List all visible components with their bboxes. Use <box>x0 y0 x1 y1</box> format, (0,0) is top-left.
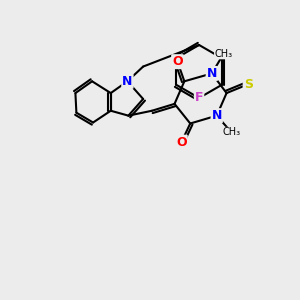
Text: S: S <box>244 78 253 91</box>
Text: N: N <box>212 109 222 122</box>
Text: CH₃: CH₃ <box>214 49 233 59</box>
Text: N: N <box>122 75 133 88</box>
Text: O: O <box>176 136 187 148</box>
Text: CH₃: CH₃ <box>222 127 241 137</box>
Text: O: O <box>172 55 183 68</box>
Text: F: F <box>195 92 203 104</box>
Text: N: N <box>207 67 217 80</box>
